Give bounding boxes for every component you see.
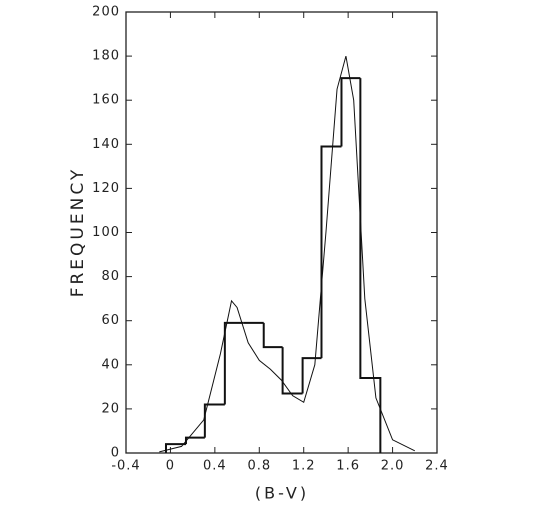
- y-tick-label: 0: [111, 446, 120, 461]
- x-tick-label: 2.0: [381, 459, 405, 474]
- y-tick-label: 100: [92, 225, 120, 240]
- fit-curve: [159, 55, 416, 453]
- y-tick-label: 140: [92, 137, 120, 152]
- x-tick-label: 0.4: [203, 459, 227, 474]
- y-tick-label: 160: [92, 93, 120, 108]
- histogram-bin: [203, 403, 225, 438]
- histogram-bin: [164, 443, 186, 453]
- y-tick-label: 80: [101, 269, 120, 284]
- x-tick-label: 2.4: [425, 459, 449, 474]
- y-tick-label: 200: [92, 5, 120, 20]
- x-tick-label: 0.8: [247, 459, 271, 474]
- x-tick-label: 1.2: [292, 459, 316, 474]
- x-axis-label: (B-V): [255, 484, 309, 503]
- histogram-bin: [184, 436, 205, 445]
- y-axis-label: FREQUENCY: [68, 167, 88, 298]
- histogram-bin: [262, 322, 283, 349]
- histogram-bin: [223, 321, 244, 405]
- plot-frame: [125, 11, 438, 454]
- y-tick-label: 120: [92, 181, 120, 196]
- y-tick-label: 180: [92, 49, 120, 64]
- x-tick-label: 0: [166, 459, 175, 474]
- y-tick-label: 40: [101, 357, 120, 372]
- x-tick-label: 1.6: [336, 459, 360, 474]
- y-tick-label: 60: [101, 313, 120, 328]
- x-tick-label: -0.4: [111, 459, 140, 474]
- histogram-bin: [281, 347, 303, 395]
- y-tick-label: 20: [101, 401, 120, 416]
- histogram-bin: [340, 77, 361, 147]
